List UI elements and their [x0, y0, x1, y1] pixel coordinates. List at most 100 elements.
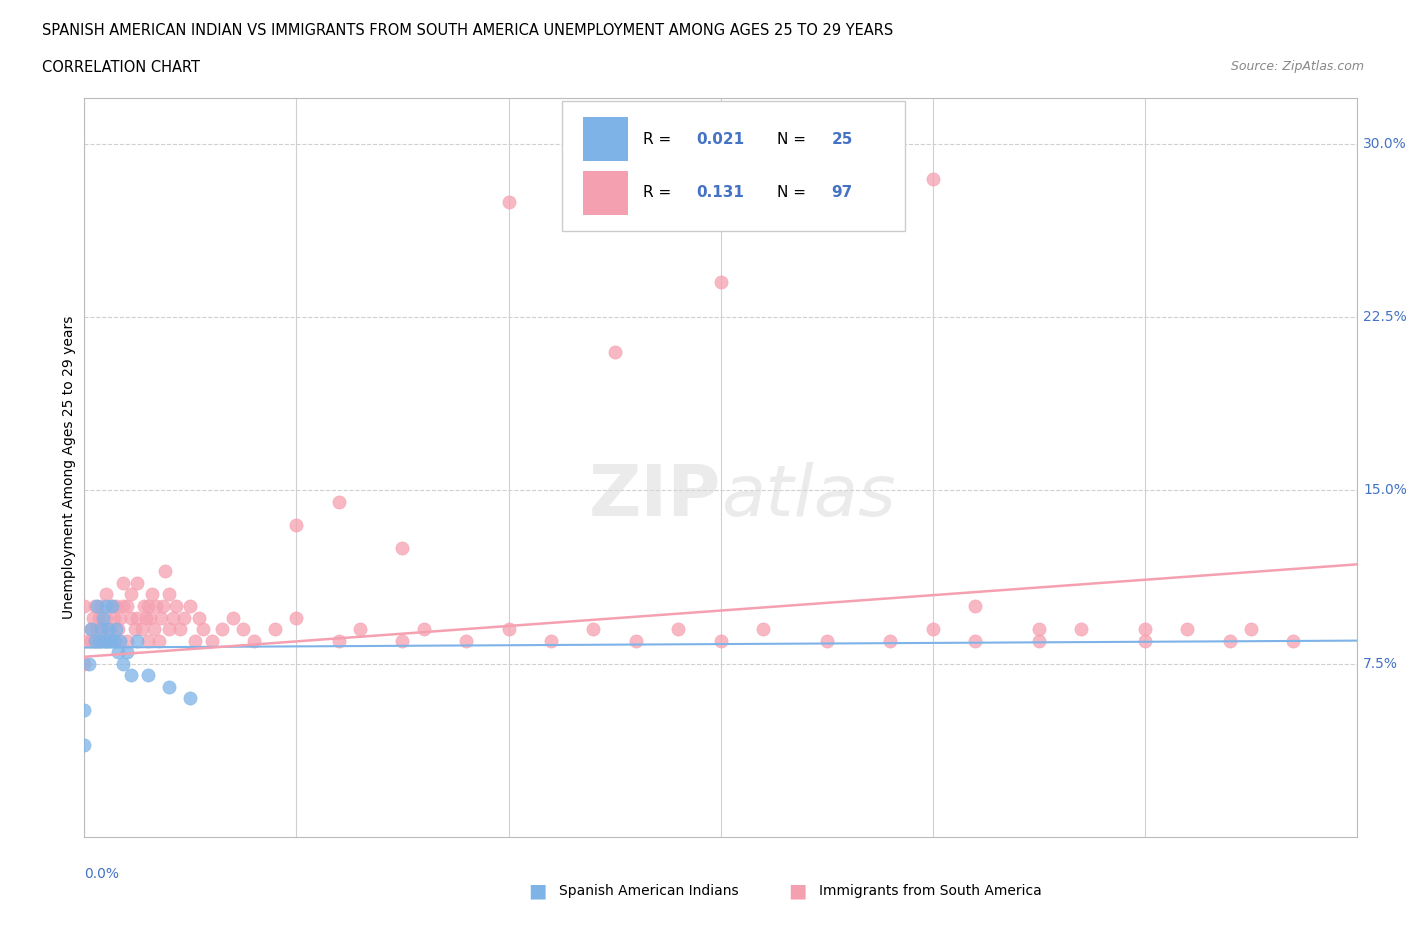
Text: SPANISH AMERICAN INDIAN VS IMMIGRANTS FROM SOUTH AMERICA UNEMPLOYMENT AMONG AGES: SPANISH AMERICAN INDIAN VS IMMIGRANTS FR… [42, 23, 893, 38]
Point [153, 564, 176, 578]
Text: ■: ■ [789, 882, 807, 900]
Point [285, 610, 308, 625]
Point [94, 633, 117, 648]
Point [179, 691, 201, 706]
Text: Source: ZipAtlas.com: Source: ZipAtlas.com [1230, 60, 1364, 73]
Point [328, 633, 350, 648]
Point [86, 621, 108, 636]
Point [391, 633, 413, 648]
Bar [583, 171, 627, 215]
Point [412, 621, 434, 636]
Point [127, 610, 149, 625]
Point [80, 633, 103, 648]
Point [89, 610, 111, 625]
Point [115, 633, 138, 648]
Point [752, 621, 775, 636]
Point [105, 633, 128, 648]
Point [349, 621, 371, 636]
Text: ■: ■ [529, 882, 547, 900]
Point [582, 621, 605, 636]
Point [73, 657, 96, 671]
Point [135, 610, 157, 625]
Point [97, 621, 120, 636]
Point [169, 621, 191, 636]
Text: 22.5%: 22.5% [1364, 310, 1406, 325]
Point [624, 633, 647, 648]
Point [103, 633, 125, 648]
Point [1175, 621, 1198, 636]
Point [540, 633, 562, 648]
Text: 0.131: 0.131 [696, 185, 744, 200]
Point [710, 633, 733, 648]
Point [110, 610, 132, 625]
Point [94, 633, 117, 648]
Point [456, 633, 478, 648]
Point [710, 275, 733, 290]
Point [120, 610, 142, 625]
Point [666, 621, 689, 636]
Point [103, 610, 125, 625]
Text: 25: 25 [831, 132, 852, 147]
Point [136, 633, 159, 648]
Point [127, 576, 149, 591]
Point [80, 621, 103, 636]
Text: 30.0%: 30.0% [1364, 137, 1406, 151]
Point [124, 621, 146, 636]
Point [80, 621, 103, 636]
Point [157, 680, 180, 695]
Point [73, 702, 96, 717]
Bar [583, 117, 627, 162]
Point [201, 633, 224, 648]
Point [132, 599, 155, 614]
Point [1028, 621, 1050, 636]
Text: 0.021: 0.021 [696, 132, 745, 147]
Point [73, 737, 96, 752]
Point [105, 599, 128, 614]
Point [157, 587, 180, 602]
Point [94, 610, 117, 625]
Point [173, 610, 195, 625]
Point [1028, 633, 1050, 648]
Y-axis label: Unemployment Among Ages 25 to 29 years: Unemployment Among Ages 25 to 29 years [62, 315, 76, 619]
Point [879, 633, 901, 648]
Point [149, 610, 172, 625]
Point [115, 599, 138, 614]
Point [107, 644, 129, 659]
Point [145, 599, 167, 614]
Point [141, 587, 163, 602]
Point [498, 621, 520, 636]
Point [84, 633, 107, 648]
Point [666, 171, 689, 186]
Point [157, 621, 180, 636]
Point [191, 621, 214, 636]
Text: atlas: atlas [721, 462, 896, 531]
Point [84, 633, 107, 648]
Point [73, 633, 96, 648]
Point [107, 621, 129, 636]
Point [73, 599, 96, 614]
Point [165, 599, 187, 614]
Point [143, 621, 166, 636]
Point [222, 610, 245, 625]
Point [183, 633, 205, 648]
Text: Immigrants from South America: Immigrants from South America [818, 884, 1042, 898]
Text: 15.0%: 15.0% [1364, 484, 1406, 498]
Point [120, 668, 142, 683]
Point [93, 621, 115, 636]
Point [94, 587, 117, 602]
Text: 0.0%: 0.0% [84, 867, 120, 881]
Point [1070, 621, 1092, 636]
Point [285, 518, 308, 533]
Point [965, 633, 987, 648]
Point [127, 633, 149, 648]
Point [115, 644, 138, 659]
Point [498, 194, 520, 209]
Point [77, 657, 100, 671]
Point [1240, 621, 1263, 636]
Text: 97: 97 [831, 185, 852, 200]
Point [148, 633, 170, 648]
Point [98, 633, 121, 648]
Point [110, 633, 132, 648]
Point [86, 599, 108, 614]
Point [136, 668, 159, 683]
